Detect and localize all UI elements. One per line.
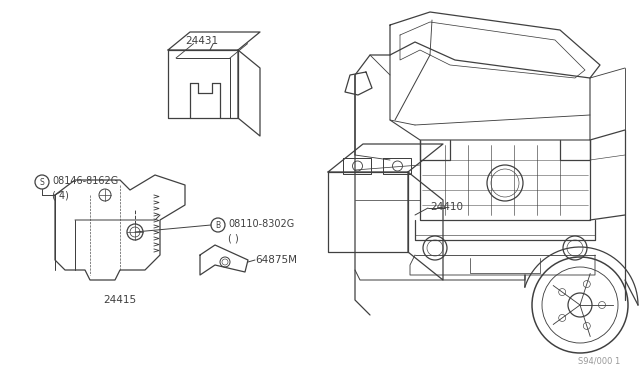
Text: 08110-8302G: 08110-8302G <box>228 219 294 229</box>
Text: S: S <box>40 177 44 186</box>
Text: S94/000 1: S94/000 1 <box>578 356 620 365</box>
Text: 24431: 24431 <box>185 36 218 46</box>
Text: ( 4): ( 4) <box>52 190 69 200</box>
Text: ( ): ( ) <box>228 233 239 243</box>
Text: 08146-8162G: 08146-8162G <box>52 176 118 186</box>
Text: 64875M: 64875M <box>255 255 297 265</box>
Text: B: B <box>216 221 221 230</box>
Text: 24410: 24410 <box>430 202 463 212</box>
Text: 24415: 24415 <box>104 295 136 305</box>
